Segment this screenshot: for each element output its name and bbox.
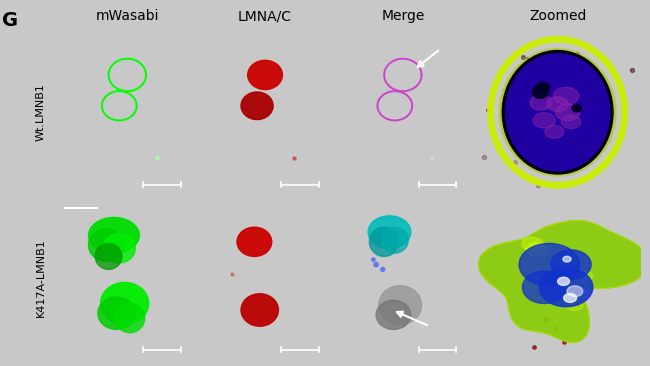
Ellipse shape [368, 216, 411, 248]
Text: Merge: Merge [381, 9, 424, 23]
Point [378, 266, 388, 272]
Point [289, 155, 300, 161]
Point [573, 74, 584, 80]
Ellipse shape [248, 60, 283, 90]
Ellipse shape [500, 49, 616, 175]
Point [371, 262, 382, 268]
Ellipse shape [562, 115, 580, 129]
Point [482, 107, 493, 113]
Ellipse shape [499, 48, 616, 176]
Ellipse shape [503, 53, 612, 172]
Ellipse shape [382, 227, 408, 253]
Point [533, 182, 543, 188]
Text: Wt.LMNB1: Wt.LMNB1 [36, 83, 46, 141]
Ellipse shape [519, 243, 579, 285]
Ellipse shape [573, 270, 593, 283]
Ellipse shape [558, 277, 569, 285]
Point [571, 51, 582, 57]
Ellipse shape [88, 229, 124, 261]
Ellipse shape [566, 299, 583, 311]
Polygon shape [478, 221, 648, 342]
Point [528, 344, 539, 350]
Ellipse shape [532, 86, 548, 98]
Point [369, 257, 379, 262]
Ellipse shape [241, 92, 273, 120]
Ellipse shape [502, 51, 613, 174]
Text: Zoomed: Zoomed [529, 9, 586, 23]
Ellipse shape [115, 303, 145, 333]
Ellipse shape [533, 113, 555, 128]
Ellipse shape [553, 87, 578, 105]
Ellipse shape [101, 283, 149, 325]
Point [226, 271, 237, 277]
Ellipse shape [504, 54, 611, 171]
Point [510, 159, 520, 165]
Ellipse shape [522, 237, 543, 251]
Point [559, 339, 569, 345]
Ellipse shape [95, 243, 122, 269]
Ellipse shape [98, 297, 135, 329]
Point [627, 67, 638, 72]
Ellipse shape [564, 294, 577, 302]
Ellipse shape [530, 95, 552, 110]
Ellipse shape [563, 256, 571, 262]
Point [540, 316, 551, 322]
Ellipse shape [556, 104, 580, 121]
Ellipse shape [379, 285, 422, 325]
Point [427, 155, 437, 161]
Ellipse shape [103, 234, 135, 263]
Point [554, 55, 564, 61]
Point [597, 114, 608, 120]
Ellipse shape [551, 250, 591, 279]
Point [600, 127, 610, 133]
Ellipse shape [540, 268, 593, 307]
Text: G: G [2, 11, 18, 30]
Point [515, 117, 526, 123]
Ellipse shape [526, 243, 547, 256]
Text: mWasabi: mWasabi [96, 9, 159, 23]
Ellipse shape [537, 82, 549, 92]
Point [486, 126, 497, 132]
Point [522, 55, 532, 61]
Ellipse shape [541, 275, 557, 285]
Ellipse shape [567, 286, 583, 297]
Ellipse shape [241, 294, 278, 326]
Ellipse shape [369, 227, 399, 257]
Ellipse shape [376, 300, 411, 329]
Point [572, 107, 582, 113]
Ellipse shape [88, 217, 139, 253]
Ellipse shape [237, 227, 272, 257]
Text: K417A-LMNB1: K417A-LMNB1 [36, 238, 46, 317]
Ellipse shape [572, 104, 581, 112]
Ellipse shape [502, 51, 614, 173]
Ellipse shape [501, 50, 614, 174]
Point [517, 54, 528, 60]
Ellipse shape [545, 125, 564, 138]
Point [479, 154, 489, 160]
Text: LMNA/C: LMNA/C [238, 9, 292, 23]
Ellipse shape [547, 97, 568, 112]
Ellipse shape [506, 54, 610, 171]
Point [151, 155, 162, 161]
Point [550, 325, 560, 331]
Ellipse shape [523, 271, 566, 303]
